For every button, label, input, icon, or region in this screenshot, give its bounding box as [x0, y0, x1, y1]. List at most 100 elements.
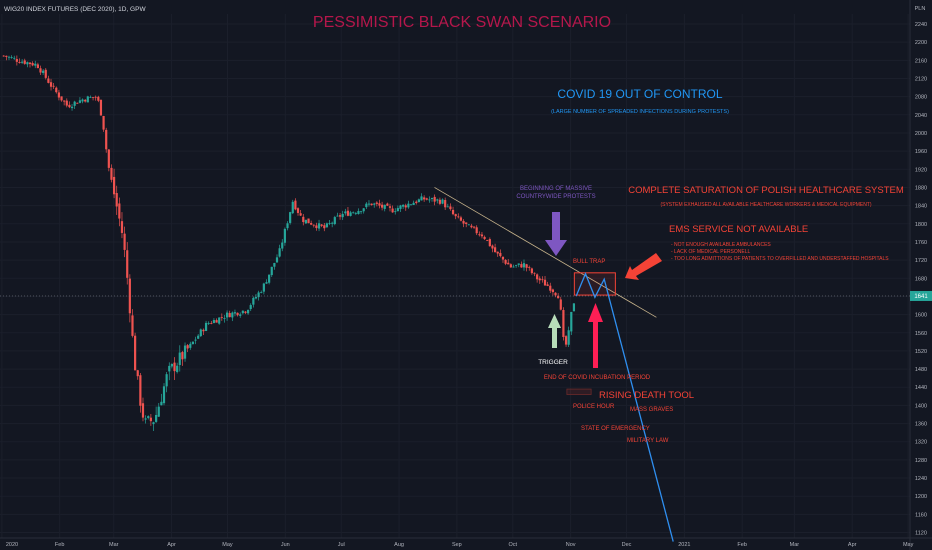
candle-body — [331, 222, 334, 224]
last-price-value: 1641 — [914, 294, 928, 300]
candle-body — [349, 212, 352, 216]
price-tick-label: 1760 — [915, 240, 927, 246]
candle-body — [257, 292, 260, 298]
candle-body — [168, 365, 171, 372]
candle-body — [394, 211, 397, 213]
candle-body — [147, 416, 150, 418]
state-of-emergency-label: STATE OF EMERGENCY — [581, 426, 650, 432]
price-tick-label: 1560 — [915, 331, 927, 337]
candle-body — [155, 414, 158, 422]
candle-body — [430, 197, 434, 199]
candle-body — [304, 219, 308, 224]
candle-body — [228, 313, 231, 318]
candle-body — [399, 205, 402, 209]
candle-body — [60, 96, 63, 101]
ems-bullet-1: - NOT ENOUGH AVAILABLE AMBULANCES — [671, 242, 771, 248]
candle-body — [39, 68, 42, 73]
saturation-title: COMPLETE SATURATION OF POLISH HEALTHCARE… — [628, 185, 904, 196]
candle-body — [381, 204, 384, 208]
date-tick-label: 2021 — [678, 542, 690, 548]
candle-body — [123, 233, 126, 250]
candle-body — [496, 251, 499, 254]
candle-body — [275, 257, 279, 263]
covid-title: COVID 19 OUT OF CONTROL — [557, 87, 722, 101]
candle-body — [386, 203, 389, 206]
ems-bullet-2: - LACK OF MEDICAL PERSONELL — [671, 249, 750, 255]
candle-body — [204, 322, 208, 331]
candle-body — [99, 99, 103, 116]
candle-body — [265, 282, 268, 284]
date-tick-label: Sep — [452, 542, 462, 548]
candle-body — [341, 213, 344, 218]
price-tick-label: 1320 — [915, 440, 927, 446]
candle-body — [515, 265, 518, 266]
candle-body — [543, 279, 547, 286]
candle-body — [47, 78, 50, 83]
candle-body — [465, 222, 468, 224]
candle-body — [289, 212, 292, 223]
candle-body — [23, 60, 26, 64]
candle-body — [367, 203, 371, 205]
trigger-label: TRIGGER — [538, 359, 568, 366]
candle-body — [26, 62, 29, 65]
candle-body — [454, 214, 457, 217]
candle-body — [549, 285, 552, 291]
price-tick-label: 2120 — [915, 76, 927, 82]
candle-body — [412, 202, 415, 205]
candle-body — [189, 343, 192, 348]
candle-body — [420, 196, 423, 201]
candle-body — [417, 199, 420, 203]
candle-body — [333, 217, 336, 225]
candle-body — [186, 345, 189, 349]
candle-body — [55, 87, 58, 93]
candle-body — [207, 323, 210, 324]
candle-body — [63, 100, 66, 102]
candle-body — [36, 64, 39, 69]
candle-body — [370, 203, 373, 206]
candle-body — [336, 215, 339, 217]
candle-body — [362, 208, 365, 212]
candle-body — [252, 297, 255, 305]
candle-body — [231, 312, 234, 318]
candle-body — [567, 330, 570, 345]
candle-body — [407, 203, 410, 208]
candle-body — [320, 224, 323, 226]
candle-body — [76, 102, 79, 104]
candle-body — [178, 352, 181, 365]
candle-body — [378, 203, 381, 206]
candle-body — [294, 200, 297, 210]
candle-body — [149, 417, 152, 422]
police-hour-zone — [566, 388, 592, 395]
candle-body — [554, 292, 557, 296]
date-tick-label: Feb — [55, 542, 64, 548]
candle-body — [402, 204, 405, 207]
date-tick-label: Dec — [622, 542, 632, 548]
date-tick-label: Apr — [848, 542, 857, 548]
date-tick-label: Oct — [509, 542, 518, 548]
candle-body — [91, 97, 95, 99]
candle-body — [557, 295, 560, 299]
date-tick-label: Feb — [737, 542, 746, 548]
candle-body — [236, 312, 239, 316]
resistance-trend-line — [434, 187, 657, 318]
candle-body — [501, 256, 505, 260]
candle-body — [522, 263, 526, 268]
candle-body — [546, 284, 549, 286]
date-tick-label: Aug — [394, 542, 404, 548]
candle-body — [449, 206, 452, 210]
price-tick-label: 2040 — [915, 113, 927, 119]
candle-body — [538, 278, 541, 281]
death-label: RISING DEATH TOOL — [599, 390, 694, 401]
price-tick-label: 1720 — [915, 258, 927, 264]
trigger-arrow — [548, 314, 561, 348]
candle-body — [365, 203, 368, 208]
candle-body — [249, 305, 252, 310]
ems-title: EMS SERVICE NOT AVAILABLE — [669, 224, 808, 235]
candle-body — [438, 199, 442, 204]
candle-body — [533, 272, 536, 274]
candle-body — [239, 314, 242, 316]
candle-body — [73, 101, 76, 106]
candle-body — [144, 418, 147, 420]
candle-body — [34, 63, 37, 66]
candle-body — [134, 335, 137, 371]
